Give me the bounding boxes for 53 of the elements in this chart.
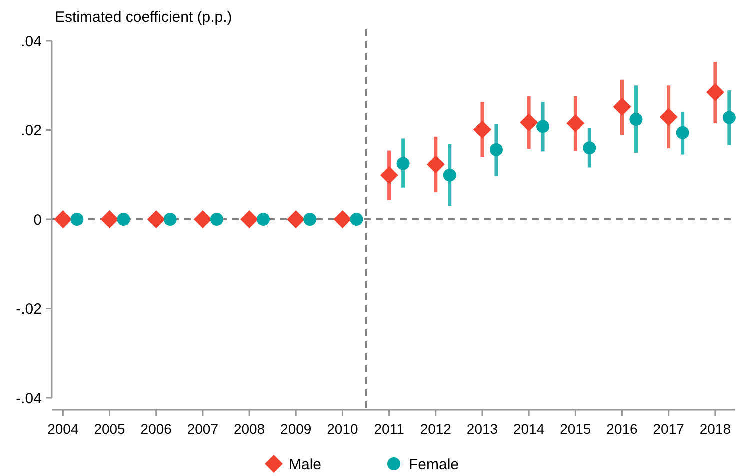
x-tick-label: 2015 [560, 421, 592, 437]
point [164, 213, 177, 226]
point [117, 213, 130, 226]
y-tick-label: 0 [34, 212, 42, 229]
y-tick-label: .02 [21, 122, 42, 140]
point [287, 210, 306, 228]
legend-label: Male [289, 456, 322, 474]
point [350, 213, 364, 226]
point [70, 213, 84, 226]
y-tick-label: .04 [21, 33, 42, 50]
x-tick-label: 2014 [513, 421, 545, 437]
point [380, 166, 398, 184]
point [100, 210, 119, 228]
point [583, 142, 596, 155]
point [706, 83, 724, 102]
x-tick-label: 2007 [187, 421, 219, 437]
point [473, 120, 492, 139]
point [147, 210, 166, 228]
point [426, 156, 445, 174]
x-tick-label: 2006 [140, 421, 172, 437]
legend-label: Female [409, 456, 460, 474]
point [676, 126, 690, 140]
point [566, 114, 585, 133]
point [443, 168, 456, 182]
x-tick-label: 2011 [374, 421, 405, 437]
point [304, 213, 317, 226]
y-tick-label: -.04 [16, 390, 42, 408]
x-tick-label: 2016 [606, 421, 638, 437]
y-tick-label: -.02 [16, 301, 42, 318]
x-tick-label: 2017 [653, 421, 685, 437]
point [722, 111, 736, 124]
point [630, 113, 643, 126]
y-axis-title: Estimated coefficient (p.p.) [55, 9, 232, 26]
x-tick-label: 2009 [280, 421, 312, 437]
point [210, 213, 224, 226]
x-tick-label: 2010 [327, 421, 358, 437]
point [257, 213, 270, 226]
x-tick-label: 2004 [48, 421, 79, 437]
point [396, 157, 410, 170]
point [240, 210, 259, 228]
point [660, 108, 678, 126]
point [520, 114, 538, 132]
point [194, 210, 212, 228]
point [54, 210, 72, 228]
x-tick-label: 2012 [420, 421, 452, 437]
point [536, 120, 550, 134]
x-tick-label: 2005 [94, 421, 126, 437]
point [334, 210, 352, 228]
x-tick-label: 2018 [700, 421, 732, 437]
point [613, 98, 632, 116]
x-tick-label: 2008 [234, 421, 266, 437]
point [490, 143, 503, 156]
x-tick-label: 2013 [466, 421, 498, 437]
